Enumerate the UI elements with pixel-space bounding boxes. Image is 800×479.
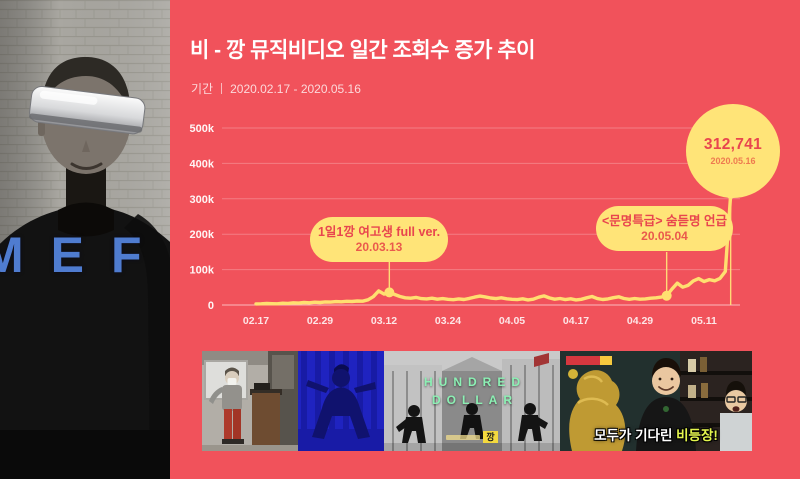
rain-photo-illustration <box>0 0 170 479</box>
y-tick-label: 300k <box>190 194 215 206</box>
dancer-silhouette-left <box>396 405 426 443</box>
callout-1-text: 1일1깡 여고생 full ver. <box>317 224 441 239</box>
thumbnail-variety-show: 모두가 기다린 비등장! <box>560 351 752 451</box>
thumbnail-strip: HUNDRED DOLLAR 깡 <box>202 351 752 451</box>
rain-photo-panel: MEF <box>0 0 170 479</box>
show-badge <box>566 356 600 365</box>
thumbnail-hundred-dollar-mv: HUNDRED DOLLAR 깡 <box>384 351 560 451</box>
show-caption: 모두가 기다린 비등장! <box>560 424 752 444</box>
y-tick-label: 400k <box>190 158 215 170</box>
peak-value: 312,741 <box>703 136 763 154</box>
podium <box>252 393 280 445</box>
peak-value-balloon: 312,741 2020.05.16 <box>686 104 780 198</box>
page-title: 비 - 깡 뮤직비디오 일간 조회수 증가 추이 <box>190 39 535 62</box>
mv-subtitle-bar <box>446 434 481 440</box>
blue-room-illustration <box>298 351 384 451</box>
classroom-illustration <box>202 351 298 451</box>
views-line <box>254 192 733 306</box>
mv-subtitle-row: 깡 <box>384 431 560 443</box>
x-tick-label: 02.29 <box>307 315 333 327</box>
variety-show-illustration <box>560 351 752 451</box>
x-tick-label: 02.17 <box>243 315 269 327</box>
dancer-silhouette-right <box>518 403 548 441</box>
show-caption-prefix: 모두가 기다린 <box>594 428 677 443</box>
period-divider-bar <box>221 83 223 94</box>
body-silhouette <box>0 206 170 479</box>
guest-face <box>725 390 747 412</box>
marker-dot <box>661 290 672 301</box>
callout-2-date: 20.05.04 <box>641 228 688 243</box>
mv-title-line-2: DOLLAR <box>432 393 518 407</box>
mouth <box>70 162 103 170</box>
thumbnail-blue-room-dance <box>298 351 384 451</box>
visor-sunglasses <box>29 85 146 135</box>
thumbnail-classroom-dance <box>202 351 298 451</box>
x-tick-label: 04.29 <box>627 315 653 327</box>
x-tick-label: 04.17 <box>563 315 589 327</box>
dancer-silhouette-center <box>460 403 484 439</box>
photo-overlay-letters: MEF <box>0 227 169 283</box>
chart-period: 기간 2020.02.17 - 2020.05.16 <box>191 80 361 97</box>
glasses <box>726 396 736 403</box>
x-tick-label: 05.11 <box>691 315 717 327</box>
period-value: 2020.02.17 - 2020.05.16 <box>230 81 361 96</box>
mv-title-line-1: HUNDRED <box>424 375 526 389</box>
annotation-callout-2: <문명특급> 숨듣명 언급 20.05.04 <box>596 206 733 251</box>
y-tick-label: 100k <box>190 265 215 277</box>
dancer-silhouette <box>332 369 350 387</box>
callout-1-date: 20.03.13 <box>355 239 403 254</box>
show-caption-highlight: 비등장! <box>676 428 718 443</box>
gold-statue <box>569 370 626 451</box>
views-line-chart: 0 100k 200k 300k 400k 500k 02.17 02.29 03.12 03.2… <box>190 123 740 327</box>
x-tick-label: 03.12 <box>371 315 397 327</box>
marker-dot <box>384 287 395 298</box>
annotation-callout-1: 1일1깡 여고생 full ver. 20.03.13 <box>310 217 448 262</box>
x-tick-label: 03.24 <box>435 315 461 327</box>
callout-2-text: <문명특급> 숨듣명 언급 <box>601 213 728 228</box>
y-tick-label: 200k <box>190 229 215 241</box>
black-tshirt <box>636 397 696 451</box>
x-tick-label: 04.05 <box>499 315 525 327</box>
peak-date: 2020.05.16 <box>710 155 756 166</box>
red-flag <box>534 353 549 367</box>
y-tick-label: 0 <box>208 300 214 312</box>
period-label: 기간 <box>191 82 214 96</box>
y-tick-label: 500k <box>190 123 215 135</box>
mv-tag: 깡 <box>483 431 498 443</box>
hair <box>41 56 131 112</box>
